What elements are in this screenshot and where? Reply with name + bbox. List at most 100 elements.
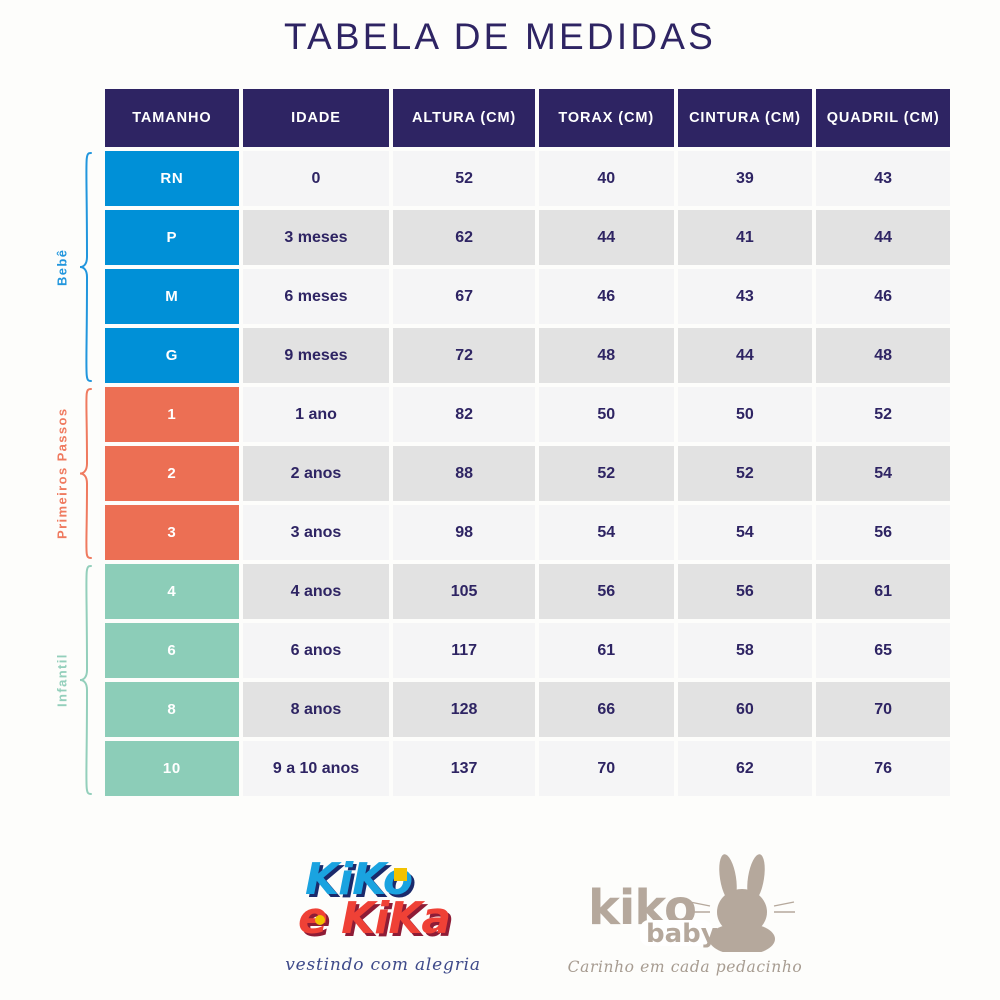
size-badge-1: 1 [105, 387, 239, 442]
cell-quadril: 76 [816, 741, 950, 796]
bunny-icon [689, 854, 795, 955]
cell-altura: 98 [393, 505, 535, 560]
size-badge-p: P [105, 210, 239, 265]
cell-altura: 72 [393, 328, 535, 383]
cell-cintura: 58 [677, 623, 813, 678]
cell-idade: 6 meses [242, 269, 390, 324]
cell-cintura: 39 [677, 151, 813, 206]
cell-altura: 67 [393, 269, 535, 324]
group-marker-infantil: Infantil [52, 564, 100, 796]
logo-kiko-baby: kiko baby Carinho em cada pedacinho [560, 852, 810, 976]
cell-altura: 105 [393, 564, 535, 619]
cell-quadril: 46 [816, 269, 950, 324]
cell-cintura: 62 [677, 741, 813, 796]
svg-text:KiKo: KiKo [308, 857, 415, 908]
cell-torax: 56 [538, 564, 674, 619]
column-header-altura: ALTURA (CM) [393, 89, 535, 147]
cell-quadril: 52 [816, 387, 950, 442]
cell-torax: 54 [538, 505, 674, 560]
cell-torax: 70 [538, 741, 674, 796]
cell-torax: 44 [538, 210, 674, 265]
group-marker-passos: Primeiros Passos [52, 387, 100, 560]
table-header-row: TAMANHO IDADE ALTURA (CM) TORAX (CM) CIN… [105, 89, 950, 147]
cell-torax: 52 [538, 446, 674, 501]
column-header-cintura: CINTURA (CM) [677, 89, 813, 147]
cell-idade: 3 anos [242, 505, 390, 560]
cell-cintura: 41 [677, 210, 813, 265]
column-header-tamanho: TAMANHO [105, 89, 239, 147]
cell-altura: 88 [393, 446, 535, 501]
cell-cintura: 52 [677, 446, 813, 501]
size-badge-g: G [105, 328, 239, 383]
brace-icon-bebe [79, 152, 92, 382]
cell-cintura: 54 [677, 505, 813, 560]
cell-cintura: 60 [677, 682, 813, 737]
size-badge-4: 4 [105, 564, 239, 619]
cell-cintura: 50 [677, 387, 813, 442]
group-label-passos: Primeiros Passos [54, 407, 70, 540]
cell-torax: 40 [538, 151, 674, 206]
brace-icon-passos [79, 388, 92, 559]
cell-quadril: 65 [816, 623, 950, 678]
cell-cintura: 43 [677, 269, 813, 324]
table-row: 10 9 a 10 anos 137 70 62 76 [105, 741, 950, 796]
cell-quadril: 54 [816, 446, 950, 501]
group-label-infantil: Infantil [54, 653, 70, 707]
cell-quadril: 43 [816, 151, 950, 206]
size-badge-8: 8 [105, 682, 239, 737]
cell-torax: 48 [538, 328, 674, 383]
cell-idade: 6 anos [242, 623, 390, 678]
group-marker-bebe: Bebê [52, 151, 100, 383]
column-header-quadril: QUADRIL (CM) [816, 89, 950, 147]
cell-idade: 4 anos [242, 564, 390, 619]
cell-idade: 9 a 10 anos [242, 741, 390, 796]
cell-idade: 2 anos [242, 446, 390, 501]
kiko-baby-wordmark-icon: kiko baby [588, 854, 795, 955]
cell-idade: 9 meses [242, 328, 390, 383]
size-badge-6: 6 [105, 623, 239, 678]
measurements-table: TAMANHO IDADE ALTURA (CM) TORAX (CM) CIN… [105, 89, 950, 800]
cell-altura: 82 [393, 387, 535, 442]
logo-kiko-e-kika: KiKo KiKo e KiKa e KiKa vestindo com ale… [258, 852, 508, 975]
kiko-e-kika-wordmark-icon: KiKo KiKo e KiKa e KiKa [298, 854, 454, 947]
cell-altura: 117 [393, 623, 535, 678]
cell-quadril: 61 [816, 564, 950, 619]
cell-idade: 8 anos [242, 682, 390, 737]
page-title: TABELA DE MEDIDAS [283, 16, 717, 57]
column-header-torax: TORAX (CM) [538, 89, 674, 147]
cell-altura: 52 [393, 151, 535, 206]
cell-altura: 128 [393, 682, 535, 737]
kiko-e-kika-tagline: vestindo com alegria [285, 955, 481, 975]
cell-altura: 62 [393, 210, 535, 265]
brace-icon-infantil [79, 565, 92, 795]
kika-e-dot-icon [315, 915, 325, 925]
cell-cintura: 44 [677, 328, 813, 383]
cell-quadril: 48 [816, 328, 950, 383]
cell-torax: 50 [538, 387, 674, 442]
cell-torax: 61 [538, 623, 674, 678]
svg-text:e KiKa: e KiKa [301, 896, 453, 947]
size-badge-10: 10 [105, 741, 239, 796]
column-header-idade: IDADE [242, 89, 390, 147]
size-badge-m: M [105, 269, 239, 324]
cell-quadril: 44 [816, 210, 950, 265]
kiko-baby-tagline: Carinho em cada pedacinho [567, 958, 803, 976]
size-badge-3: 3 [105, 505, 239, 560]
cell-quadril: 56 [816, 505, 950, 560]
cell-torax: 66 [538, 682, 674, 737]
cell-torax: 46 [538, 269, 674, 324]
kiko-o-dot-icon [394, 868, 407, 881]
cell-idade: 3 meses [242, 210, 390, 265]
cell-quadril: 70 [816, 682, 950, 737]
footer-logos: KiKo KiKo e KiKa e KiKa vestindo com ale… [0, 846, 1000, 1000]
cell-cintura: 56 [677, 564, 813, 619]
